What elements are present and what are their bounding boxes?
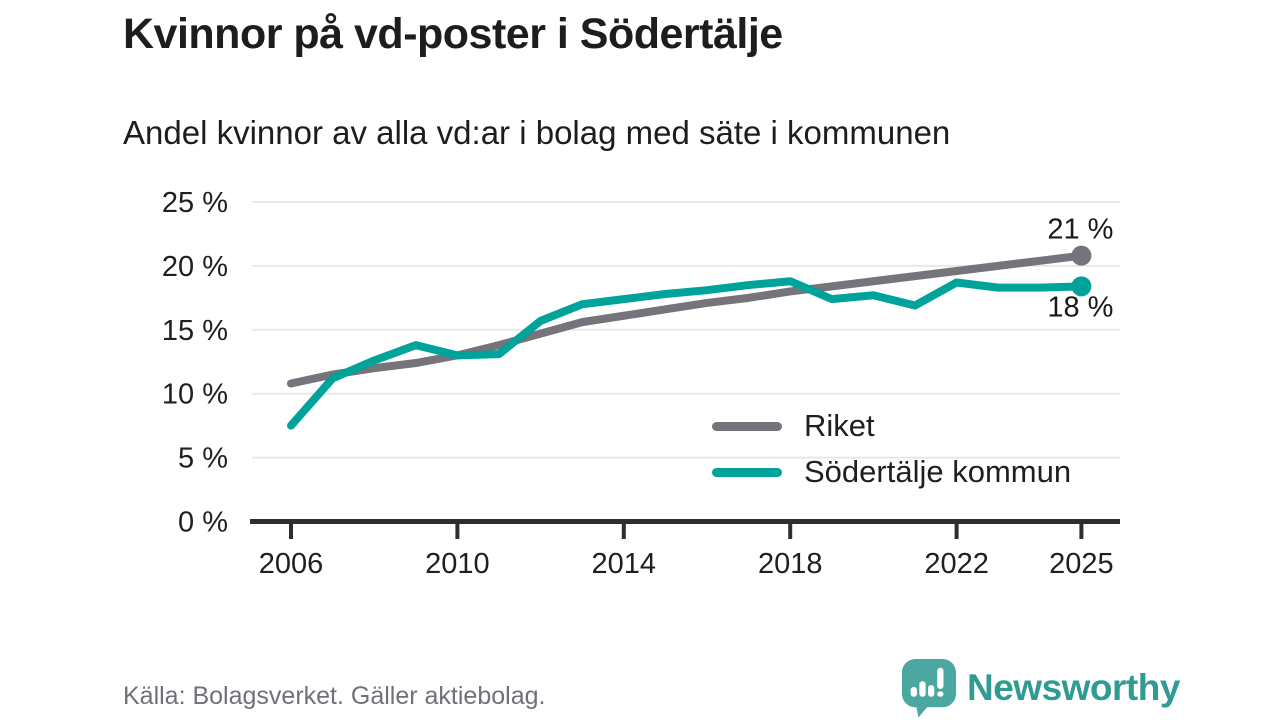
newsworthy-logo: Newsworthy	[901, 658, 1180, 718]
series-line-sodertalje	[287, 277, 1086, 430]
y-axis-tick-label: 15 %	[162, 315, 228, 347]
x-axis-tick-label: 2014	[592, 548, 657, 580]
x-axis-tick-label: 2018	[758, 548, 823, 580]
series-end-label: 21 %	[1047, 214, 1113, 246]
legend-item-sodertalje: Södertälje kommun	[712, 449, 1071, 495]
newsworthy-wordmark: Newsworthy	[967, 667, 1180, 708]
x-axis-tick-label: 2006	[259, 548, 324, 580]
y-axis-tick-label: 25 %	[162, 187, 228, 219]
y-axis-tick-label: 0 %	[178, 507, 228, 539]
series-end-label: 18 %	[1047, 291, 1113, 323]
source-note: Källa: Bolagsverket. Gäller aktiebolag.	[123, 682, 546, 710]
legend-label-riket: Riket	[804, 408, 875, 443]
legend-swatch-sodertalje	[712, 467, 782, 477]
chart-legend: Riket Södertälje kommun	[712, 403, 1071, 495]
chart-subtitle: Andel kvinnor av alla vd:ar i bolag med …	[123, 114, 951, 151]
y-axis-tick-label: 5 %	[178, 443, 228, 475]
newsworthy-speech-bubble-icon	[901, 659, 957, 718]
legend-swatch-riket	[712, 421, 782, 431]
series-endpoint-dot-sodertalje	[1071, 276, 1092, 297]
page-title: Kvinnor på vd-poster i Södertälje	[123, 10, 783, 58]
x-axis-tick-label: 2022	[924, 548, 989, 580]
legend-label-sodertalje: Södertälje kommun	[804, 454, 1072, 489]
series-endpoint-dot-riket	[1071, 245, 1092, 266]
x-axis-tick-label: 2010	[425, 548, 490, 580]
y-axis-tick-label: 20 %	[162, 251, 228, 283]
series-line-riket	[287, 251, 1086, 388]
y-axis-tick-label: 10 %	[162, 379, 228, 411]
x-axis-tick-label: 2025	[1049, 548, 1114, 580]
legend-item-riket: Riket	[712, 403, 1071, 449]
